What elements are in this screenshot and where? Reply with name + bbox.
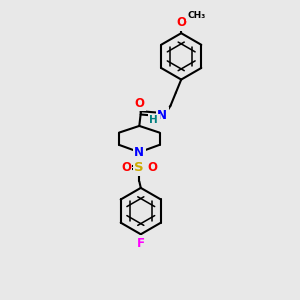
Text: O: O — [121, 161, 131, 174]
Text: O: O — [177, 16, 187, 29]
Text: O: O — [148, 161, 158, 174]
Text: O: O — [134, 97, 144, 110]
Text: S: S — [134, 161, 144, 174]
Text: H: H — [149, 115, 158, 125]
Text: F: F — [137, 237, 145, 250]
Text: N: N — [157, 109, 167, 122]
Text: N: N — [134, 146, 144, 159]
Text: CH₃: CH₃ — [188, 11, 206, 20]
